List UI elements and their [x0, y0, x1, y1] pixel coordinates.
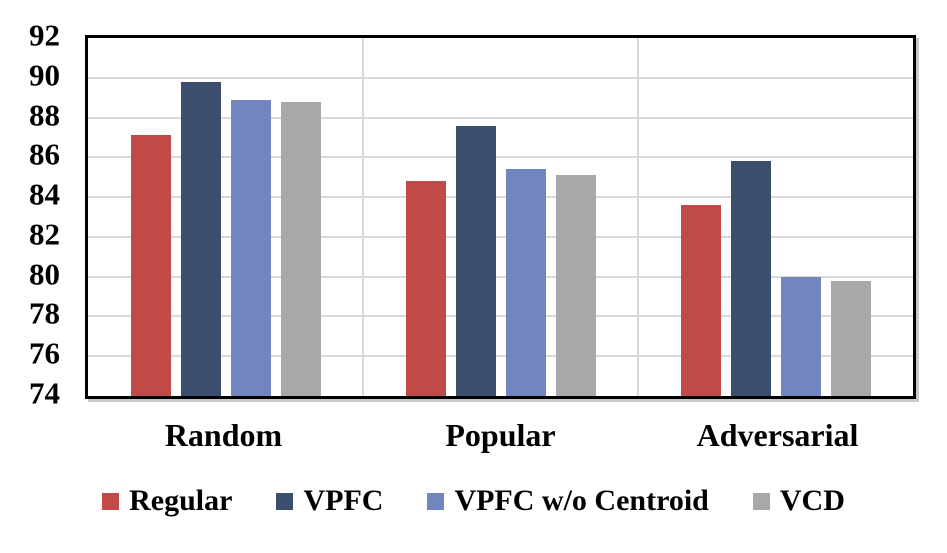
legend-swatch-icon	[102, 492, 120, 510]
gridline-horizontal	[88, 355, 913, 358]
plot-area	[85, 35, 916, 399]
y-tick-label: 78	[29, 295, 60, 331]
legend-item-vpfc-w-o-centroid: VPFC w/o Centroid	[427, 484, 709, 517]
x-axis-labels: Random Popular Adversarial	[85, 417, 916, 453]
gridline-horizontal	[88, 235, 913, 238]
gridline-vertical	[361, 38, 364, 396]
bar-vpfc-adversarial	[730, 161, 771, 396]
legend-swatch-icon	[752, 492, 770, 510]
y-tick-label: 82	[29, 216, 60, 252]
bar-vcd-popular	[555, 175, 596, 396]
legend-swatch-icon	[427, 492, 445, 510]
bar-vpfc-popular	[455, 125, 496, 396]
gridline-horizontal	[88, 196, 913, 199]
legend-label: VPFC w/o Centroid	[454, 484, 709, 517]
bar-vpfc-w-o-centroid-adversarial	[780, 276, 821, 396]
y-tick-label: 90	[29, 57, 60, 93]
y-tick-label: 74	[29, 375, 60, 411]
y-tick-label: 76	[29, 335, 60, 371]
gridline-horizontal	[88, 315, 913, 318]
bar-regular-popular	[405, 181, 446, 396]
bar-regular-adversarial	[680, 205, 721, 396]
legend-label: VPFC	[303, 484, 384, 517]
gridline-horizontal	[88, 275, 913, 278]
bar-group-adversarial	[638, 38, 913, 396]
x-axis-label-adversarial: Adversarial	[696, 417, 859, 453]
legend-item-regular: Regular	[102, 486, 232, 516]
y-axis: 74 76 78 80 82 84 86 88 90 92	[0, 20, 72, 409]
bar-vpfc-w-o-centroid-popular	[505, 169, 546, 396]
legend-item-vcd: VCD	[752, 484, 845, 517]
gridline-horizontal	[88, 116, 913, 119]
bar-group-popular	[363, 38, 638, 396]
gridline-vertical	[636, 38, 639, 396]
gridline-horizontal	[88, 156, 913, 159]
bar-vpfc-w-o-centroid-random	[230, 99, 271, 396]
bar-vcd-adversarial	[830, 280, 871, 396]
bar-regular-random	[130, 135, 171, 396]
x-axis-label-popular: Popular	[445, 417, 556, 453]
bar-groups	[88, 38, 913, 396]
bar-vpfc-random	[180, 81, 221, 396]
bar-group-random	[88, 38, 363, 396]
bar-vcd-random	[280, 101, 321, 396]
legend-label: VCD	[779, 484, 845, 517]
legend-label: Regular	[129, 484, 233, 517]
y-tick-label: 86	[29, 136, 60, 172]
y-tick-label: 84	[29, 176, 60, 212]
gridline-horizontal	[88, 76, 913, 79]
x-axis-label-random: Random	[164, 417, 283, 453]
legend-swatch-icon	[276, 492, 294, 510]
y-tick-label: 88	[29, 97, 60, 133]
y-tick-label: 92	[29, 17, 60, 53]
legend: Regular VPFC VPFC w/o Centroid VCD	[0, 486, 947, 516]
y-tick-label: 80	[29, 256, 60, 292]
legend-item-vpfc: VPFC	[276, 486, 383, 516]
